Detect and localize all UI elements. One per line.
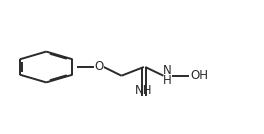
Text: OH: OH bbox=[190, 69, 208, 82]
Text: NH: NH bbox=[135, 84, 153, 97]
Text: N: N bbox=[163, 64, 172, 77]
Text: H: H bbox=[163, 74, 172, 87]
Text: O: O bbox=[94, 60, 104, 74]
